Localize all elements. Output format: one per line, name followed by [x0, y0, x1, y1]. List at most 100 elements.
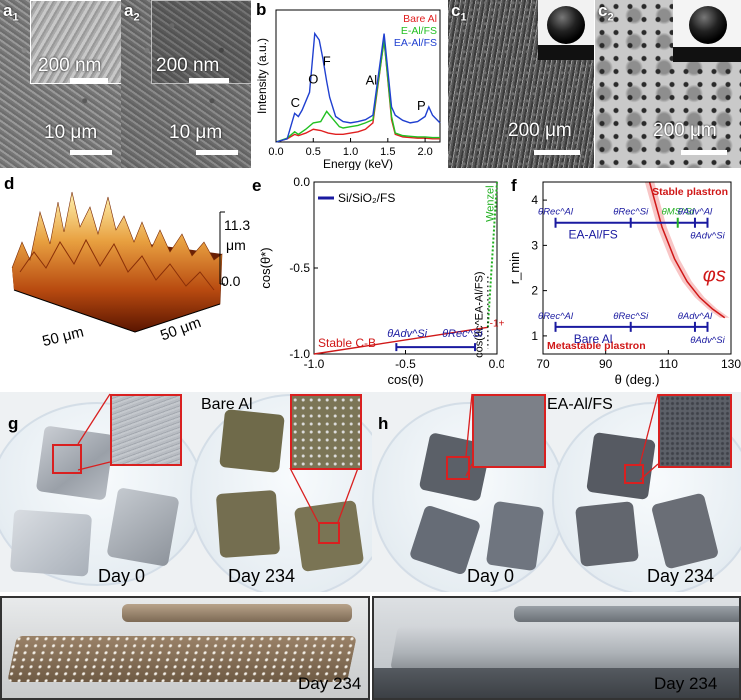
- scale-bar: [534, 150, 580, 155]
- label-c2: c2: [598, 1, 614, 24]
- x-tick-label: 1.0: [343, 146, 358, 158]
- droplet-inset: [673, 0, 741, 62]
- scale-text: 200 μm: [508, 120, 572, 141]
- label-a1: a1: [3, 1, 19, 24]
- zoom-box-day234: [624, 464, 644, 484]
- zoom-line: [639, 463, 659, 481]
- series-line-bare-al: [275, 39, 440, 143]
- marker-label: θRec^Si: [613, 311, 649, 322]
- eds-chart: 0.0 0.5 1.0 1.5 2.0 Energy (keV) Intensity (a.…: [255, 9, 441, 170]
- label-e: e: [252, 176, 262, 195]
- wenzel-line: [486, 181, 498, 328]
- phi-s-band: [644, 182, 730, 318]
- plot-frame: [542, 181, 732, 355]
- zoom-box-day0: [52, 444, 82, 474]
- zoom-line: [465, 463, 473, 477]
- theta-c-label: cos(θc^EA-Al/FS): [473, 271, 485, 357]
- x-axis-label: cos(θ): [387, 372, 423, 387]
- zoom-line: [77, 461, 111, 471]
- legend-entry: E-Al/FS: [401, 25, 437, 37]
- title-bare-al: Bare Al: [201, 396, 253, 413]
- inset-image-a2: [151, 0, 251, 84]
- peak-label-p: P: [417, 98, 426, 113]
- marker-label: θRec^Al: [538, 207, 574, 218]
- label-a2: a2: [124, 1, 140, 24]
- series-label: EA-Al/FS: [568, 228, 617, 242]
- day-label-right: Day 234: [647, 566, 715, 586]
- panel-d: d 11.3 μm 0.0 50 μm 50 μm: [0, 172, 252, 372]
- x-tick-label: 70: [536, 357, 550, 371]
- x-axis-label: θ (deg.): [615, 372, 660, 387]
- x-tick-label: 90: [599, 357, 613, 371]
- stable-cb-label: Stable C-B: [318, 336, 376, 350]
- inset-scale-text: 200 nm: [156, 55, 220, 76]
- x-tick-label: -0.5: [395, 357, 416, 371]
- zoom-inset-day0: [472, 394, 546, 468]
- x-tick-label: 130: [721, 357, 741, 371]
- peak-label-c: C: [291, 95, 300, 110]
- x-tick-label: 0.0: [489, 357, 504, 371]
- day-label-left: Day 0: [467, 566, 515, 586]
- panel-c1: 200 μm c1: [448, 0, 594, 168]
- water-droplet-icon: [689, 6, 727, 44]
- main-scale-text: 10 μm: [169, 122, 223, 143]
- marker-label: θAdv^Si: [690, 335, 725, 346]
- inset-scale-bar: [70, 78, 108, 83]
- main-scale-text: 10 μm: [44, 122, 98, 143]
- x-tick-label: 110: [659, 357, 678, 371]
- peak-label-o: O: [308, 71, 318, 86]
- surface-edge: [13, 289, 221, 333]
- plot-frame: [275, 9, 441, 143]
- panel-c2: 200 μm c2: [595, 0, 741, 168]
- day-label-right: Day 234: [228, 566, 296, 586]
- phi-s-curve: [648, 181, 726, 319]
- x-tick-label: 0.5: [306, 146, 321, 158]
- x-tick-label: 2.0: [417, 146, 432, 158]
- series-label: Bare Al: [574, 332, 613, 346]
- zoom-line: [639, 393, 659, 465]
- day-label-left: Day 0: [98, 566, 146, 586]
- side-photo-ea-al-fs: Day 234: [372, 596, 741, 700]
- panel-b: b 0.0 0.5 1.0 1.5 2.0 Energy (keV) Intensity (…: [252, 0, 447, 170]
- substrate: [538, 45, 594, 60]
- marker-label: θAdv^Al: [678, 311, 713, 322]
- inset-scale-bar: [189, 78, 229, 83]
- marker-label: θMS^Si: [662, 207, 695, 218]
- panel-e: e -1.0 -0.5 0.0 0.0 -0.5 -1.0 cos(θ) cos(θ*) Si/…: [252, 172, 504, 400]
- region-label-stable: Stable plastron: [652, 186, 728, 198]
- theta-rec-label: θRec^Si: [442, 328, 483, 340]
- main-scale-bar: [196, 150, 238, 155]
- panel-a1: 200 nm 10 μm a1: [0, 0, 121, 168]
- y-axis-label: cos(θ*): [258, 247, 273, 288]
- legend-entry: Bare Al: [403, 13, 437, 25]
- x-tick-label: -1.0: [304, 357, 325, 371]
- x-tick-label: 0.0: [268, 146, 283, 158]
- side-photo-bare-al: Day 234: [0, 596, 370, 700]
- inset-scale-text: 200 nm: [38, 55, 102, 76]
- y-tick-label: 2: [531, 284, 538, 298]
- x-tick-label: 1.5: [380, 146, 395, 158]
- droplet-inset: [538, 0, 594, 60]
- day-label: Day 234: [654, 674, 718, 693]
- inset-image-a1: [30, 0, 121, 84]
- region-label-metastable: Metastable plastron: [547, 340, 646, 352]
- label-f: f: [511, 176, 517, 195]
- zoom-inset-day234: [290, 394, 362, 470]
- label-b: b: [256, 0, 267, 19]
- zoom-inset-day0: [110, 394, 182, 466]
- water-droplet-icon: [547, 6, 585, 44]
- marker-label: θRec^Al: [538, 311, 574, 322]
- zoom-line: [337, 467, 359, 523]
- y-axis-label: Intensity (a.u.): [255, 38, 269, 114]
- title-ea-al-fs: EA-Al/FS: [547, 396, 613, 413]
- legend-entry: EA-Al/FS: [394, 37, 437, 49]
- zoom-connectors: [465, 393, 659, 481]
- zoom-line: [289, 467, 319, 523]
- y-tick-label: 1: [531, 329, 538, 343]
- z-unit-label: μm: [226, 237, 246, 253]
- legend-label: Si/SiO₂/FS: [338, 191, 395, 205]
- sample-front: [390, 626, 739, 670]
- label-g: g: [8, 414, 19, 433]
- panel-g: Bare Al Day 0 Day 234 g: [0, 392, 372, 592]
